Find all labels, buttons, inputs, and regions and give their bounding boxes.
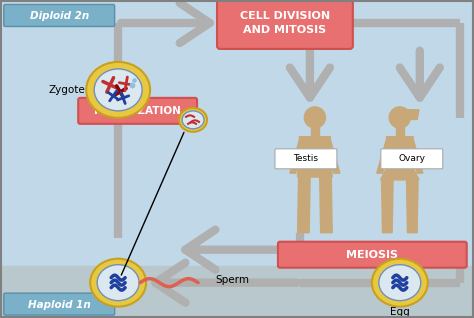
Polygon shape — [407, 179, 418, 233]
Text: FERTILIZATION: FERTILIZATION — [94, 106, 181, 116]
Polygon shape — [319, 177, 332, 233]
Polygon shape — [410, 140, 423, 173]
Circle shape — [304, 107, 326, 128]
Ellipse shape — [372, 259, 428, 307]
Polygon shape — [290, 140, 303, 173]
FancyBboxPatch shape — [381, 149, 443, 169]
Ellipse shape — [94, 69, 142, 111]
Polygon shape — [298, 137, 332, 177]
FancyBboxPatch shape — [278, 242, 467, 268]
Polygon shape — [327, 140, 340, 173]
Polygon shape — [408, 110, 419, 119]
Circle shape — [389, 107, 410, 128]
Ellipse shape — [86, 62, 150, 118]
Polygon shape — [382, 179, 393, 233]
Text: MEIOSIS: MEIOSIS — [346, 250, 398, 260]
FancyBboxPatch shape — [4, 4, 115, 26]
Text: Ovary: Ovary — [398, 154, 425, 163]
Polygon shape — [381, 137, 419, 180]
Text: Haploid 1n: Haploid 1n — [28, 300, 91, 310]
FancyBboxPatch shape — [78, 98, 197, 124]
Bar — [0, 266, 474, 318]
Text: Diploid 2n: Diploid 2n — [29, 11, 89, 21]
Ellipse shape — [379, 265, 421, 301]
Ellipse shape — [90, 259, 146, 307]
FancyBboxPatch shape — [4, 293, 115, 315]
Polygon shape — [298, 177, 310, 233]
Text: Sperm: Sperm — [215, 275, 249, 285]
Text: Egg: Egg — [390, 307, 410, 317]
Text: Testis: Testis — [293, 154, 319, 163]
Bar — [396, 127, 404, 135]
Bar — [311, 127, 319, 135]
FancyBboxPatch shape — [217, 0, 353, 49]
Text: CELL DIVISION
AND MITOSIS: CELL DIVISION AND MITOSIS — [240, 11, 330, 35]
FancyBboxPatch shape — [275, 149, 337, 169]
Ellipse shape — [179, 108, 207, 132]
Ellipse shape — [97, 265, 139, 301]
Text: Zygote: Zygote — [48, 85, 85, 95]
Ellipse shape — [182, 111, 204, 129]
Polygon shape — [377, 140, 390, 173]
